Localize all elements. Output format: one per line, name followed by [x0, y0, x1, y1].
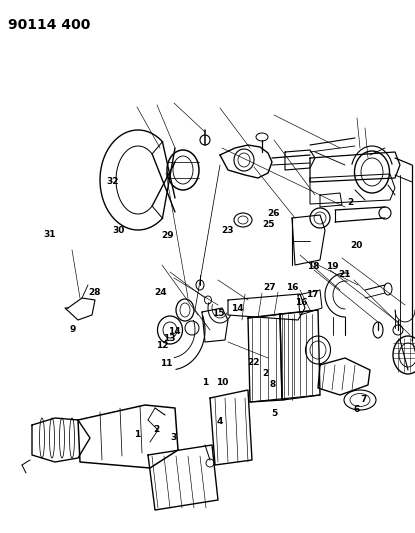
Text: 30: 30: [112, 226, 124, 235]
Text: 12: 12: [156, 341, 168, 350]
Text: 2: 2: [154, 425, 160, 433]
Text: 23: 23: [221, 226, 234, 235]
Text: 31: 31: [44, 230, 56, 239]
Text: 26: 26: [268, 209, 280, 217]
Text: 16: 16: [286, 284, 299, 292]
Text: 15: 15: [212, 309, 224, 318]
Text: 22: 22: [248, 358, 260, 367]
Text: 29: 29: [161, 231, 173, 240]
Text: 10: 10: [216, 378, 228, 387]
Text: 6: 6: [354, 405, 360, 414]
Text: 3: 3: [170, 433, 177, 441]
Text: 17: 17: [306, 290, 319, 298]
Text: 18: 18: [308, 262, 320, 271]
Text: 19: 19: [326, 262, 338, 271]
Text: 1: 1: [134, 430, 140, 439]
Text: 7: 7: [360, 395, 366, 404]
Text: 2: 2: [347, 198, 354, 207]
Text: 2: 2: [262, 369, 269, 377]
Text: 25: 25: [263, 221, 275, 229]
Text: 8: 8: [270, 381, 276, 389]
Text: 14: 14: [231, 304, 244, 312]
Text: 21: 21: [338, 270, 351, 279]
Text: 24: 24: [155, 288, 167, 296]
Text: 11: 11: [160, 359, 172, 368]
Text: 5: 5: [271, 409, 277, 417]
Text: 90114 400: 90114 400: [8, 18, 90, 32]
Text: 27: 27: [264, 284, 276, 292]
Text: 14: 14: [168, 327, 181, 336]
Text: 13: 13: [163, 334, 176, 343]
Text: 4: 4: [217, 417, 223, 425]
Text: 20: 20: [350, 241, 362, 249]
Text: 32: 32: [107, 177, 119, 185]
Text: 9: 9: [69, 325, 76, 334]
Text: 16: 16: [295, 298, 307, 307]
Text: 1: 1: [202, 378, 208, 387]
Text: 28: 28: [88, 288, 101, 296]
